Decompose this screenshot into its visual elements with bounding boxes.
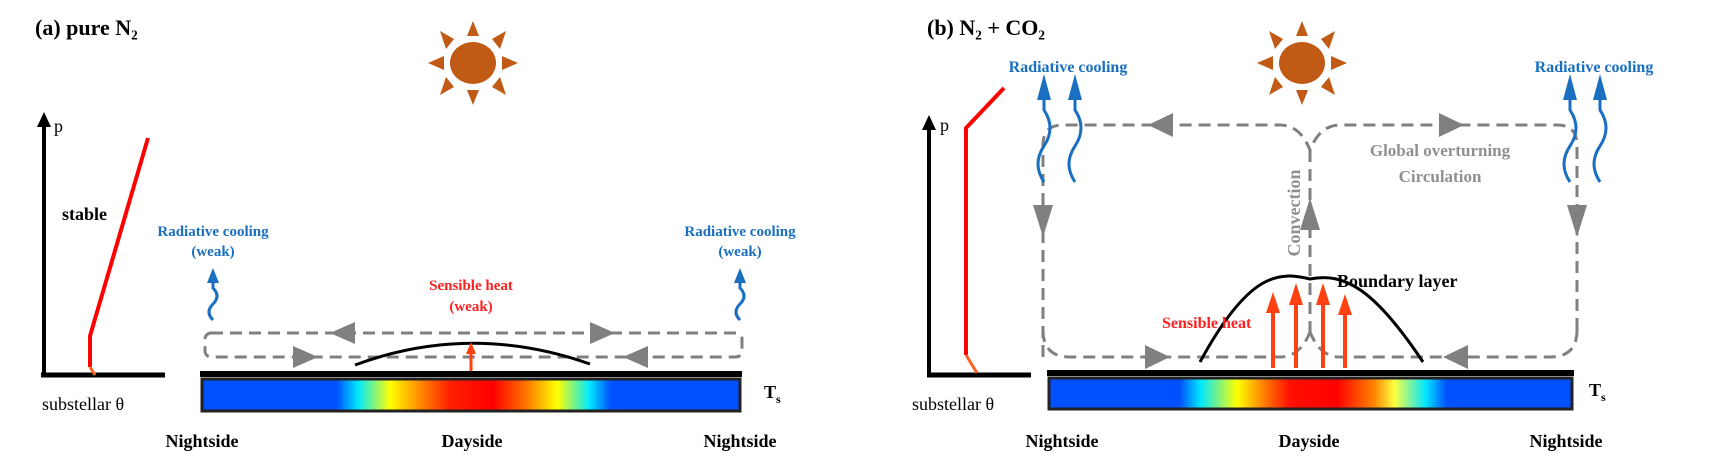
wavy-arrows-left <box>1036 74 1083 183</box>
arrow-left-icon <box>1443 345 1468 369</box>
region-dayside: Dayside <box>441 431 502 451</box>
arrow-left-icon <box>623 346 648 368</box>
boundary-layer-curve <box>1198 274 1425 363</box>
convection-label: Convection <box>1284 170 1304 257</box>
wavy-arrows-right <box>1562 74 1608 183</box>
sensible-heat-label: Sensible heat <box>429 278 513 294</box>
wavy-arrow-icon <box>1562 74 1578 183</box>
axis-p-label: p <box>940 115 949 135</box>
region-nightside-left: Nightside <box>165 431 238 451</box>
radiative-cooling-left-label: Radiative cooling <box>1009 59 1128 76</box>
sensible-heat-label: Sensible heat <box>1162 315 1252 332</box>
arrow-up-icon <box>1289 283 1303 305</box>
wavy-arrow-icon <box>1036 74 1052 183</box>
arrow-up-icon <box>1300 198 1320 230</box>
profile-surface-segment <box>964 354 979 374</box>
boundary-layer-curve <box>354 341 591 367</box>
axis-x-label: substellar θ <box>912 394 994 414</box>
arrow-up-icon <box>1316 283 1330 305</box>
circulation-loop-left-bottom <box>1041 329 1312 359</box>
wavy-arrow-icon <box>1592 74 1608 183</box>
temperature-profile <box>88 137 150 367</box>
ts-label: Ts <box>764 382 781 406</box>
arrow-left-icon <box>330 322 355 344</box>
wavy-arrow-icon <box>207 268 219 322</box>
circulation-loop-left <box>1041 123 1312 357</box>
radiative-cooling-right-label: Radiative cooling <box>1535 59 1654 76</box>
stability-label: stable <box>62 204 107 224</box>
arrow-down-icon <box>1033 205 1053 237</box>
panel-a: (a) pure N₂ p substellar θ stable Radiat… <box>35 15 796 451</box>
surface-temperature-bar <box>200 377 742 413</box>
sun-icon <box>428 21 518 105</box>
panel-b: (b) N₂ + CO₂ p substellar θ Global overt… <box>912 15 1653 451</box>
circulation-loop-right <box>1308 123 1579 330</box>
boundary-layer-label: Boundary layer <box>1337 271 1458 291</box>
region-dayside: Dayside <box>1278 431 1339 451</box>
circulation-loop <box>203 331 744 359</box>
arrow-down-icon <box>1567 205 1587 237</box>
circulation-loop-right-bottom <box>1308 329 1579 359</box>
region-nightside-right: Nightside <box>703 431 776 451</box>
region-nightside-left: Nightside <box>1025 431 1098 451</box>
arrow-right-icon <box>293 346 318 368</box>
arrow-up-icon <box>1338 294 1352 315</box>
region-nightside-right: Nightside <box>1529 431 1602 451</box>
panel-b-title: (b) N₂ + CO₂ <box>927 15 1045 40</box>
radiative-cooling-right-label: Radiative cooling <box>684 224 796 240</box>
arrow-right-icon <box>590 322 615 344</box>
sensible-heat-arrows <box>1266 283 1352 368</box>
axis-arrow-icon <box>922 115 936 130</box>
axis-x-label: substellar θ <box>42 394 124 414</box>
arrow-right-icon <box>1145 345 1170 369</box>
surface-temperature-bar <box>1047 376 1574 411</box>
circulation-label-1: Global overturning <box>1370 141 1511 160</box>
arrow-up-icon <box>1266 292 1280 313</box>
wavy-arrow-icon <box>1067 74 1083 183</box>
axis-p-label: p <box>54 116 63 136</box>
radiative-cooling-left-sub: (weak) <box>191 244 234 260</box>
arrow-up-icon <box>466 342 476 354</box>
arrow-left-icon <box>1148 113 1173 137</box>
temperature-profile <box>964 86 1006 355</box>
circulation-label-2: Circulation <box>1399 167 1482 186</box>
ts-label: Ts <box>1589 380 1606 404</box>
profile-surface-segment <box>88 366 97 376</box>
sun-icon <box>1257 21 1347 105</box>
arrow-right-icon <box>1439 113 1464 137</box>
radiative-cooling-right-sub: (weak) <box>718 244 761 260</box>
sensible-heat-sub: (weak) <box>449 299 492 315</box>
surface-line <box>1047 370 1574 376</box>
surface-line <box>200 371 742 377</box>
axis-arrow-icon <box>37 112 51 127</box>
radiative-cooling-left-label: Radiative cooling <box>157 224 269 240</box>
panel-a-title: (a) pure N₂ <box>35 15 138 40</box>
wavy-arrow-icon <box>734 268 746 322</box>
